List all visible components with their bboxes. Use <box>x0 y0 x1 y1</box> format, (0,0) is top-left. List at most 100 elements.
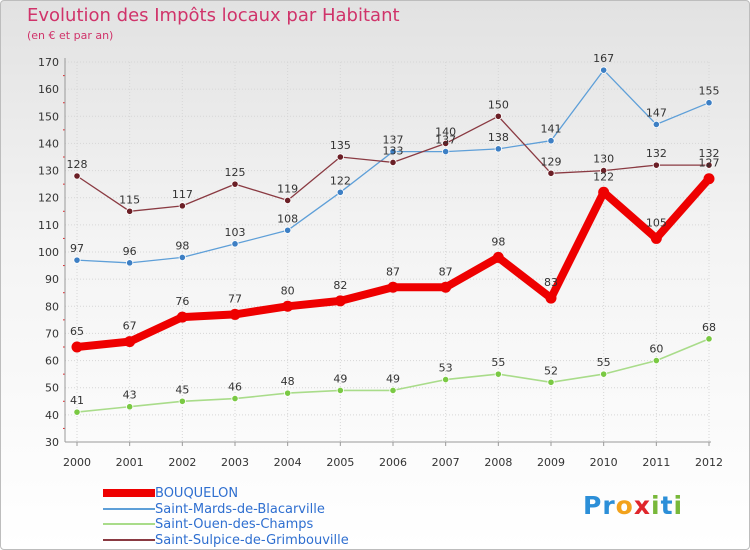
data-point-bouquelon <box>282 300 294 312</box>
data-point-saint-sulpice-de-grimbouville <box>442 139 450 148</box>
data-label-bouquelon: 82 <box>333 279 347 292</box>
data-point-saint-mards-de-blacarville <box>389 147 397 156</box>
data-point-bouquelon <box>71 341 83 353</box>
data-point-saint-ouen-des-champs <box>336 386 344 395</box>
y-tick-label: 150 <box>38 110 59 123</box>
data-point-saint-ouen-des-champs <box>705 335 713 343</box>
data-label-saint-sulpice-de-grimbouville: 119 <box>277 182 298 195</box>
logo-letter: i <box>651 491 661 520</box>
data-label-saint-ouen-des-champs: 41 <box>70 394 84 407</box>
data-point-saint-ouen-des-champs <box>284 389 292 397</box>
y-tick-label: 40 <box>45 409 59 422</box>
logo-letter: o <box>615 491 634 520</box>
data-point-saint-ouen-des-champs <box>178 397 186 405</box>
data-point-saint-sulpice-de-grimbouville <box>231 180 239 188</box>
data-point-saint-ouen-des-champs <box>126 403 134 411</box>
data-label-saint-mards-de-blacarville: 155 <box>699 85 720 98</box>
x-tick-label: 2008 <box>484 456 512 469</box>
data-label-saint-ouen-des-champs: 46 <box>228 381 242 394</box>
legend-label: Saint-Sulpice-de-Grimbouville <box>155 532 349 548</box>
data-point-saint-sulpice-de-grimbouville <box>389 158 397 167</box>
x-tick-label: 2002 <box>168 456 196 469</box>
y-tick-label: 90 <box>45 273 59 286</box>
logo-letter: t <box>660 491 674 520</box>
data-label-saint-mards-de-blacarville: 108 <box>277 212 298 225</box>
data-label-saint-sulpice-de-grimbouville: 132 <box>646 147 667 160</box>
data-label-saint-ouen-des-champs: 68 <box>702 321 716 334</box>
data-point-bouquelon <box>440 281 452 293</box>
data-label-bouquelon: 127 <box>699 157 720 170</box>
data-point-saint-mards-de-blacarville <box>231 240 239 248</box>
data-label-bouquelon: 105 <box>646 216 667 229</box>
axes: 30 40 50 60 70 80 90 100 110 120 130 140 150 160 170 20… <box>38 56 723 469</box>
data-point-saint-ouen-des-champs <box>231 394 239 403</box>
data-label-saint-mards-de-blacarville: 167 <box>593 52 614 65</box>
data-point-bouquelon <box>650 232 662 244</box>
data-label-saint-sulpice-de-grimbouville: 135 <box>330 139 351 152</box>
data-label-saint-sulpice-de-grimbouville: 129 <box>541 155 562 168</box>
y-tick-label: 170 <box>38 56 59 69</box>
data-label-saint-sulpice-de-grimbouville: 117 <box>172 188 193 201</box>
data-label-bouquelon: 98 <box>491 235 505 248</box>
data-point-saint-sulpice-de-grimbouville <box>73 172 81 180</box>
legend-label: BOUQUELON <box>155 486 239 501</box>
data-point-saint-mards-de-blacarville <box>652 120 660 129</box>
legend-label: Saint-Ouen-des-Champs <box>155 517 314 532</box>
grid <box>65 61 710 443</box>
data-label-bouquelon: 67 <box>123 320 137 333</box>
data-label-saint-ouen-des-champs: 49 <box>386 372 400 385</box>
legend-label: Saint-Mards-de-Blacarville <box>155 501 325 517</box>
data-label-saint-sulpice-de-grimbouville: 132 <box>699 147 720 160</box>
logo-letter: r <box>602 491 616 520</box>
data-point-saint-sulpice-de-grimbouville <box>652 161 660 169</box>
y-tick-label: 80 <box>45 300 59 313</box>
x-tick-label: 2012 <box>695 456 723 469</box>
x-tick-label: 2003 <box>221 456 249 469</box>
data-point-bouquelon <box>545 292 557 304</box>
data-label-saint-ouen-des-champs: 55 <box>491 356 505 369</box>
data-label-bouquelon: 87 <box>386 265 400 278</box>
data-point-bouquelon <box>176 311 188 323</box>
data-label-bouquelon: 65 <box>70 325 84 338</box>
data-label-saint-sulpice-de-grimbouville: 140 <box>435 125 456 138</box>
data-point-saint-sulpice-de-grimbouville <box>336 153 344 161</box>
data-label-saint-sulpice-de-grimbouville: 125 <box>225 166 246 179</box>
data-point-saint-mards-de-blacarville <box>494 145 502 153</box>
data-label-saint-mards-de-blacarville: 138 <box>488 131 509 144</box>
data-label-saint-ouen-des-champs: 49 <box>333 372 347 385</box>
data-label-saint-sulpice-de-grimbouville: 130 <box>593 153 614 166</box>
proxiti-logo: Proxiti <box>583 491 683 520</box>
legend-swatch <box>103 538 155 541</box>
data-point-saint-mards-de-blacarville <box>547 137 555 145</box>
legend-swatch <box>103 507 155 510</box>
data-label-saint-mards-de-blacarville: 98 <box>175 239 189 252</box>
data-point-saint-mards-de-blacarville <box>442 147 450 156</box>
data-point-saint-sulpice-de-grimbouville <box>705 161 713 169</box>
data-point-saint-ouen-des-champs <box>600 370 608 378</box>
x-tick-label: 2007 <box>432 456 460 469</box>
data-label-saint-sulpice-de-grimbouville: 115 <box>119 193 140 206</box>
legend-swatch <box>103 489 155 497</box>
data-point-saint-mards-de-blacarville <box>178 253 186 262</box>
data-label-saint-mards-de-blacarville: 141 <box>541 123 562 136</box>
data-label-saint-ouen-des-champs: 52 <box>544 364 558 377</box>
data-point-saint-mards-de-blacarville <box>705 99 713 107</box>
data-label-bouquelon: 83 <box>544 276 558 289</box>
data-point-saint-mards-de-blacarville <box>336 188 344 196</box>
data-label-saint-mards-de-blacarville: 137 <box>383 134 404 147</box>
legend-swatch <box>103 523 155 525</box>
x-tick-label: 2001 <box>116 456 144 469</box>
y-tick-label: 100 <box>38 246 59 259</box>
data-label-saint-sulpice-de-grimbouville: 133 <box>383 144 404 157</box>
data-label-bouquelon: 76 <box>175 295 189 308</box>
data-point-bouquelon <box>229 308 241 320</box>
data-label-bouquelon: 87 <box>439 265 453 278</box>
data-label-saint-ouen-des-champs: 53 <box>439 362 453 375</box>
x-tick-label: 2006 <box>379 456 407 469</box>
x-tick-label: 2005 <box>326 456 354 469</box>
data-point-bouquelon <box>387 281 399 293</box>
data-point-saint-sulpice-de-grimbouville <box>284 196 292 205</box>
y-tick-label: 130 <box>38 165 59 178</box>
